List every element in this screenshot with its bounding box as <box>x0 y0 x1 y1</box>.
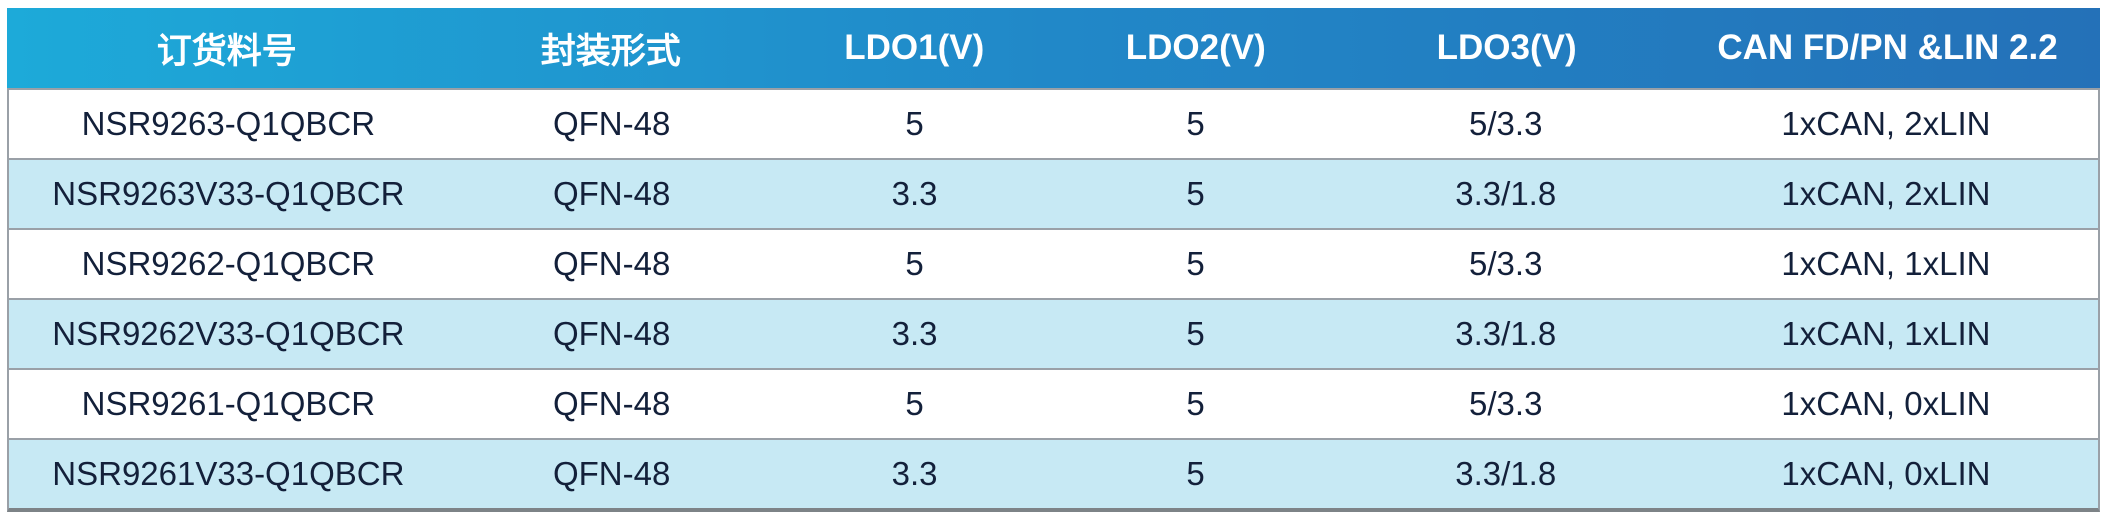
cell-ldo3: 3.3/1.8 <box>1455 455 1557 492</box>
table-row: NSR9261-Q1QBCR QFN-48 5 5 5/3.3 1xCAN, 0xLIN <box>9 368 2098 438</box>
column-header-ldo2: LDO2(V) <box>1125 28 1266 67</box>
ordering-information-table: 订货料号 封装形式 LDO1(V) LDO2(V) LDO3(V) CAN FD/PN &… <box>7 8 2100 512</box>
cell-can_lin: 1xCAN, 1xLIN <box>1781 315 1991 352</box>
cell-part_number: NSR9262-Q1QBCR <box>81 245 376 282</box>
cell-ldo2: 5 <box>1186 105 1205 142</box>
cell-ldo2: 5 <box>1186 455 1205 492</box>
cell-package: QFN-48 <box>552 245 671 282</box>
cell-can_lin: 1xCAN, 0xLIN <box>1781 385 1991 422</box>
cell-part_number: NSR9263V33-Q1QBCR <box>52 175 405 212</box>
cell-ldo3: 5/3.3 <box>1469 105 1543 142</box>
cell-ldo3: 3.3/1.8 <box>1455 175 1557 212</box>
cell-ldo1: 3.3 <box>891 175 938 212</box>
cell-can_lin: 1xCAN, 2xLIN <box>1781 105 1991 142</box>
table-row: NSR9262V33-Q1QBCR QFN-48 3.3 5 3.3/1.8 1xCAN,… <box>9 298 2098 368</box>
cell-package: QFN-48 <box>552 105 671 142</box>
cell-ldo3: 5/3.3 <box>1469 385 1543 422</box>
cell-package: QFN-48 <box>552 455 671 492</box>
cell-ldo3: 5/3.3 <box>1469 245 1543 282</box>
cell-ldo1: 5 <box>905 385 924 422</box>
cell-ldo1: 5 <box>905 105 924 142</box>
column-header-can_lin: CAN FD/PN &LIN 2.2 <box>1717 28 2058 67</box>
column-header-ldo3: LDO3(V) <box>1436 28 1577 67</box>
table-body: NSR9263-Q1QBCR QFN-48 5 5 5/3.3 1xCAN, 2xLIN N… <box>7 88 2100 512</box>
cell-can_lin: 1xCAN, 0xLIN <box>1781 455 1991 492</box>
table-row: NSR9261V33-Q1QBCR QFN-48 3.3 5 3.3/1.8 1xCAN,… <box>9 438 2098 508</box>
cell-part_number: NSR9262V33-Q1QBCR <box>52 315 405 352</box>
cell-can_lin: 1xCAN, 1xLIN <box>1781 245 1991 282</box>
cell-ldo1: 5 <box>905 245 924 282</box>
cell-ldo2: 5 <box>1186 385 1205 422</box>
cell-ldo1: 3.3 <box>891 455 938 492</box>
cell-package: QFN-48 <box>552 315 671 352</box>
cell-part_number: NSR9261V33-Q1QBCR <box>52 455 405 492</box>
table-header-row: 订货料号 封装形式 LDO1(V) LDO2(V) LDO3(V) CAN FD/PN &… <box>7 8 2100 88</box>
cell-ldo2: 5 <box>1186 245 1205 282</box>
column-header-ldo1: LDO1(V) <box>844 28 985 67</box>
cell-part_number: NSR9261-Q1QBCR <box>81 385 376 422</box>
cell-ldo2: 5 <box>1186 175 1205 212</box>
cell-package: QFN-48 <box>552 175 671 212</box>
column-header-part_number: 订货料号 <box>156 31 297 71</box>
table-row: NSR9263-Q1QBCR QFN-48 5 5 5/3.3 1xCAN, 2xLIN <box>9 88 2098 158</box>
cell-can_lin: 1xCAN, 2xLIN <box>1781 175 1991 212</box>
cell-ldo2: 5 <box>1186 315 1205 352</box>
cell-package: QFN-48 <box>552 385 671 422</box>
cell-part_number: NSR9263-Q1QBCR <box>81 105 376 142</box>
cell-ldo1: 3.3 <box>891 315 938 352</box>
table-row: NSR9263V33-Q1QBCR QFN-48 3.3 5 3.3/1.8 1xCAN,… <box>9 158 2098 228</box>
cell-ldo3: 3.3/1.8 <box>1455 315 1557 352</box>
table-row: NSR9262-Q1QBCR QFN-48 5 5 5/3.3 1xCAN, 1xLIN <box>9 228 2098 298</box>
column-header-package: 封装形式 <box>540 31 681 71</box>
